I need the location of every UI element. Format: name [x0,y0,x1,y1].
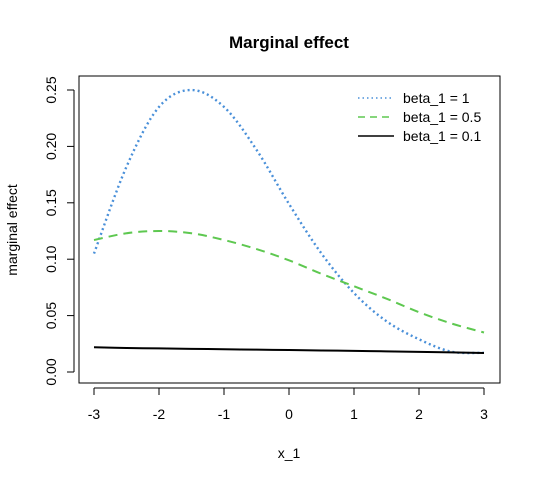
series-line-2 [93,229,485,334]
legend-label-3: beta_1 = 0.1 [403,128,481,144]
x-tick-label: -1 [218,406,231,422]
legend: beta_1 = 1 beta_1 = 0.5 beta_1 = 0.1 [358,90,481,144]
legend-label-1: beta_1 = 1 [403,90,470,106]
x-tick-label: -2 [153,406,166,422]
x-axis: -3 -2 -1 0 1 2 3 [88,387,488,422]
plot-frame [78,75,501,384]
series-line-1 [92,88,485,355]
y-tick-label: 0.15 [43,189,59,216]
y-tick-label: 0.05 [43,302,59,329]
x-tick-label: 1 [350,406,358,422]
y-tick-label: 0.10 [43,245,59,272]
y-tick-label: 0.20 [43,133,59,160]
x-tick-label: 3 [480,406,488,422]
y-tick-label: 0.00 [43,358,59,385]
series-line-3 [93,346,485,354]
y-tick-label: 0.25 [43,76,59,103]
y-axis-title: marginal effect [4,184,20,276]
chart-title: Marginal effect [229,33,349,52]
x-tick-label: 2 [415,406,423,422]
y-axis: 0.00 0.05 0.10 0.15 0.20 0.25 [43,76,75,386]
x-tick-label: -3 [88,406,101,422]
x-axis-title: x_1 [278,445,301,461]
series-layer [92,88,485,355]
legend-label-2: beta_1 = 0.5 [403,109,481,125]
x-tick-label: 0 [285,406,293,422]
